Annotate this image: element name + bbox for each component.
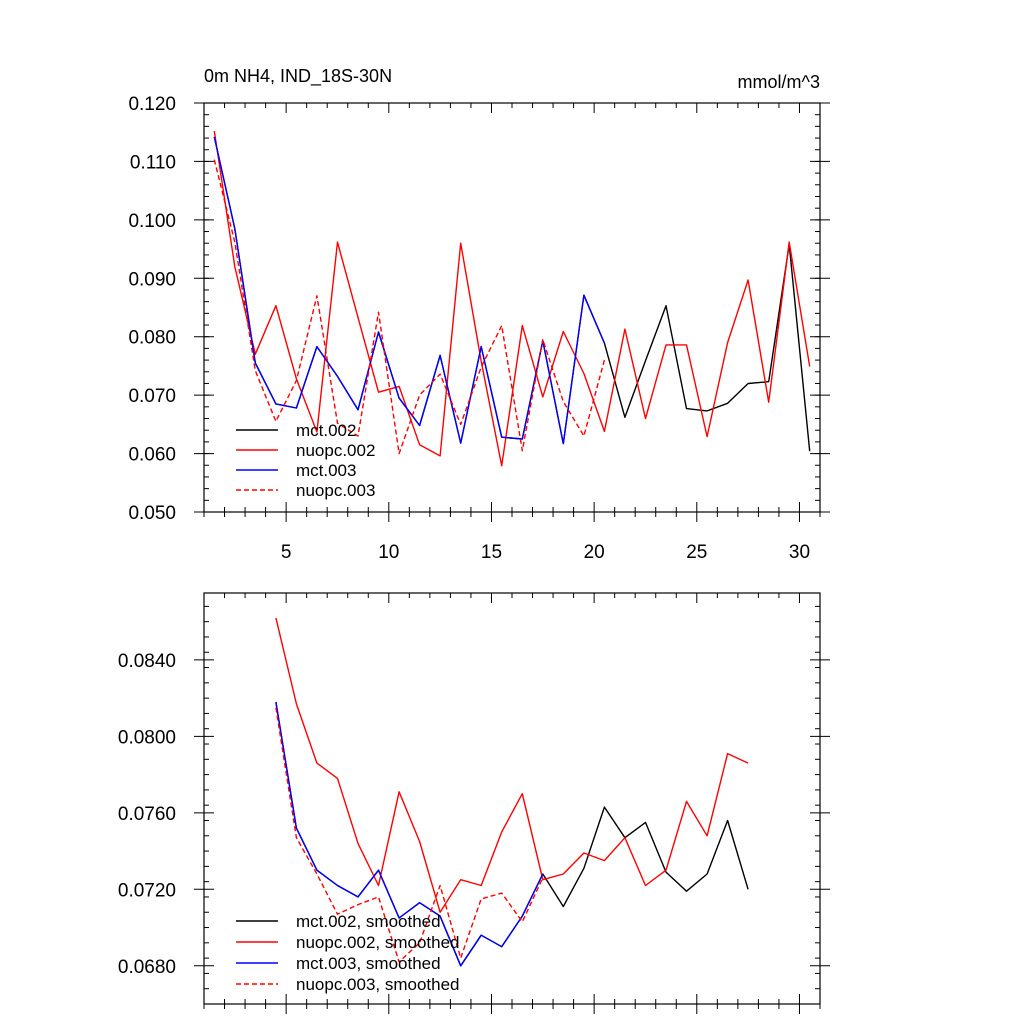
series-line	[275, 707, 544, 963]
top-chart-panel: 0m NH4, IND_18S-30N mmol/m^3 5 10 15 20 25 30…	[128, 66, 830, 563]
series-layer	[213, 130, 811, 467]
series-line	[213, 136, 811, 452]
legend-label: nuopc.002	[296, 441, 375, 460]
series-line	[213, 159, 606, 455]
y-tick-label: 0.080	[128, 328, 176, 349]
legend-label: mct.003, smoothed	[296, 954, 441, 973]
bottom-chart-panel: 0.0680 0.0720 0.0760 0.0800 0.0840 mct.002, …	[118, 592, 830, 1014]
series-layer	[275, 617, 749, 967]
series-line	[275, 617, 749, 913]
y-tick-label: 0.110	[130, 152, 176, 173]
y-tick-label: 0.050	[128, 503, 176, 524]
x-tick-label: 10	[378, 542, 399, 563]
y-tick-label: 0.0680	[118, 957, 176, 978]
y-tick-label: 0.0840	[118, 651, 176, 672]
series-line	[275, 701, 544, 967]
y-tick-label: 0.120	[128, 94, 176, 115]
y-tick-label: 0.100	[128, 211, 176, 232]
legend-label: nuopc.003, smoothed	[296, 975, 460, 994]
y-tick-label: 0.060	[128, 445, 176, 466]
y-tick-label: 0.0760	[118, 804, 176, 825]
chart-title: 0m NH4, IND_18S-30N	[204, 66, 392, 87]
x-tick-label: 25	[686, 542, 707, 563]
tick-marks: 0.0680 0.0720 0.0760 0.0800 0.0840	[118, 593, 830, 1014]
tick-marks: 5 10 15 20 25 30 0.050 0.060 0.070 0.080 0.090 0.10…	[128, 94, 830, 563]
units-label: mmol/m^3	[738, 72, 820, 92]
x-tick-label: 15	[481, 542, 502, 563]
y-tick-label: 0.0720	[118, 880, 176, 901]
legend-label: mct.003	[296, 461, 356, 480]
y-tick-label: 0.090	[128, 269, 176, 290]
legend-label: mct.002, smoothed	[296, 912, 441, 931]
y-tick-label: 0.070	[128, 386, 176, 407]
y-tick-label: 0.0800	[118, 727, 176, 748]
x-tick-label: 20	[584, 542, 605, 563]
series-line	[213, 136, 606, 445]
legend: mct.002, smoothed nuopc.002, smoothed mct.…	[236, 912, 460, 994]
x-tick-label: 5	[281, 542, 292, 563]
legend-label: nuopc.003	[296, 481, 375, 500]
legend-label: mct.002	[296, 421, 356, 440]
series-line	[213, 130, 811, 467]
x-tick-label: 30	[789, 542, 810, 563]
legend-label: nuopc.002, smoothed	[296, 933, 460, 952]
